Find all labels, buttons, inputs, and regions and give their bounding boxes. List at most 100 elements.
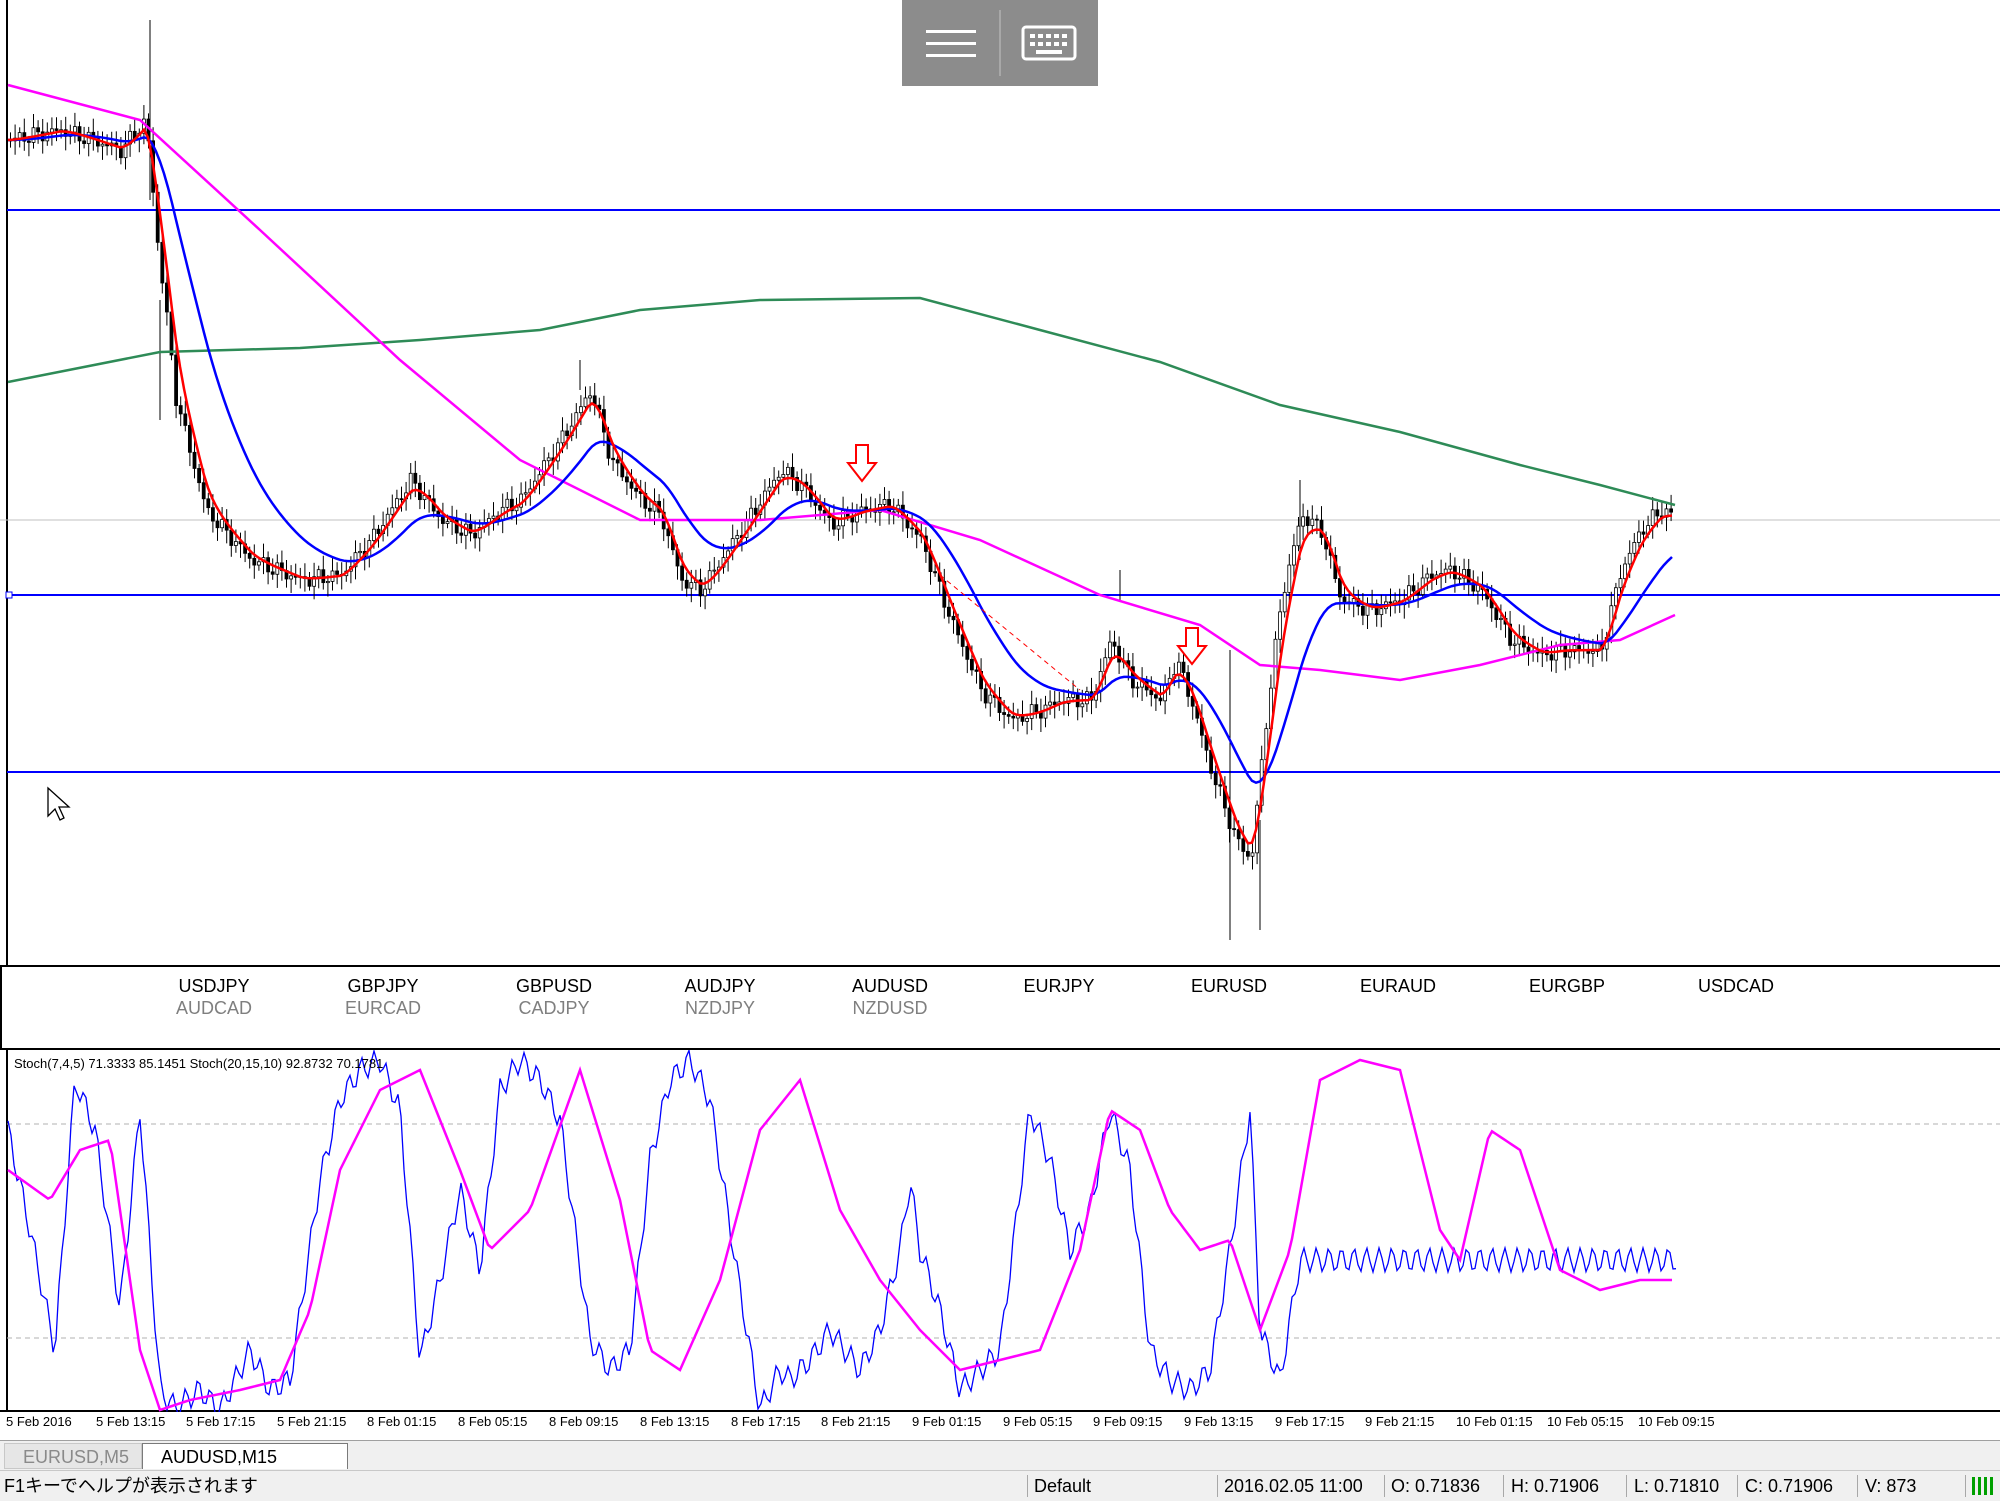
candle-body [491,515,496,519]
keyboard-icon [1021,25,1077,61]
candle-body [1052,701,1057,706]
candle-body [1650,509,1655,527]
symbol-primary[interactable]: EURGBP [1528,976,1606,996]
candle-body [289,575,294,580]
candle-body [229,529,234,546]
candle-body [1025,718,1029,722]
candle-body [316,569,321,578]
candle-body [523,492,528,495]
time-label: 10 Feb 09:15 [1638,1414,1715,1429]
candle-body [698,579,703,597]
time-label: 8 Feb 21:15 [821,1414,891,1429]
symbol-primary[interactable]: USDJPY [178,976,250,996]
candle-body [40,131,45,142]
tab-audusd-m15-visual[interactable]: AUDUSD,M15 (visual) [142,1443,348,1493]
candle-body [1379,608,1384,616]
keyboard-button[interactable] [1001,0,1098,86]
candle-body [321,569,326,584]
symbol-primary[interactable]: AUDJPY [684,976,756,996]
candle-body [1108,641,1112,659]
symbol-secondary[interactable]: AUDCAD [175,998,252,1018]
candle-body [1213,772,1218,786]
candle-body [183,413,188,426]
symbol-item[interactable]: USDJPY AUDCAD [144,975,284,1019]
candle-body [1618,578,1623,589]
mouse-cursor-icon [47,786,71,821]
status-separator [1217,1475,1218,1497]
symbol-primary[interactable]: GBPJPY [347,976,419,996]
status-profile[interactable]: Default [1034,1476,1092,1496]
time-label: 9 Feb 05:15 [1003,1414,1073,1429]
symbol-item[interactable]: EURAUD [1328,975,1468,997]
trend-line-dashed[interactable] [939,574,1081,691]
candle-body [325,581,330,584]
candle-body [1526,646,1531,653]
symbol-secondary[interactable]: NZDJPY [684,998,755,1018]
candle-body [781,474,786,478]
status-separator [1857,1475,1858,1497]
candle-body [1190,696,1195,707]
candle-body [1034,704,1039,713]
candle-body [1623,563,1627,580]
symbol-primary[interactable]: EURAUD [1359,976,1436,996]
symbol-secondary[interactable]: EURCAD [344,998,421,1018]
status-separator [1027,1475,1028,1497]
tab-eurusd-m5[interactable]: EURUSD,M5 [4,1443,142,1469]
symbol-item[interactable]: EURJPY [989,975,1129,997]
candle-body [933,571,937,574]
status-separator [1737,1475,1738,1497]
horizontal-line-handle[interactable] [5,591,13,599]
symbol-item[interactable]: AUDJPY NZDJPY [650,975,790,1019]
candle-body [960,634,965,647]
symbol-item[interactable]: GBPJPY EURCAD [313,975,453,1019]
symbol-item[interactable]: AUDUSD NZDUSD [820,975,960,1019]
candle-body [17,132,22,139]
candle-body [399,498,404,501]
candle-body [1085,691,1089,705]
symbol-secondary[interactable]: NZDUSD [852,998,928,1018]
symbol-primary[interactable]: AUDUSD [851,976,928,996]
candle-body [684,579,689,589]
candle-body [753,507,758,515]
candle-body [735,535,740,539]
candle-body [1080,703,1085,708]
candle-body [187,425,192,453]
stochastic-panel[interactable] [0,1050,2000,1412]
price-chart-panel[interactable] [0,0,2000,965]
symbol-item[interactable]: EURGBP [1497,975,1637,997]
candle-body [974,669,979,672]
symbol-list-panel: USDJPY AUDCAD GBPJPY EURCAD GBPUSD CADJP… [0,965,2000,1050]
candle-body [1342,596,1347,603]
symbol-item[interactable]: GBPUSD CADJPY [484,975,624,1019]
candle-body [588,395,592,399]
candle-body [1250,852,1255,857]
symbol-secondary[interactable]: CADJPY [518,998,590,1018]
candle-body [947,606,951,617]
candle-body [1292,545,1296,566]
candle-body [1181,661,1186,673]
candle-body [1407,585,1411,601]
candle-body [335,570,340,575]
symbol-item[interactable]: EURUSD [1159,975,1299,997]
symbol-item[interactable]: USDCAD [1666,975,1806,997]
symbol-primary[interactable]: EURJPY [1023,976,1095,996]
chart-tabs: EURUSD,M5 AUDUSD,M15 (visual) [0,1440,2000,1493]
candle-body [1572,645,1577,653]
candle-body [1549,654,1554,661]
candle-body [1305,516,1310,526]
symbol-primary[interactable]: GBPUSD [515,976,593,996]
symbol-primary[interactable]: EURUSD [1190,976,1267,996]
candle-body [1135,686,1140,689]
symbol-primary[interactable]: USDCAD [1697,976,1774,996]
sell-arrow-icon [845,444,879,483]
stoch-fast-line [7,1050,1677,1412]
candle-body [579,406,583,414]
candle-body [100,143,105,147]
status-datetime: 2016.02.05 11:00 [1224,1476,1363,1496]
candle-body [509,498,514,512]
ma-200-line [7,296,1676,507]
candle-body [983,688,988,704]
status-separator [1626,1475,1627,1497]
status-bar: F1キーでヘルプが表示されます Default 2016.02.05 11:00… [0,1470,2000,1501]
menu-button[interactable] [902,0,999,86]
